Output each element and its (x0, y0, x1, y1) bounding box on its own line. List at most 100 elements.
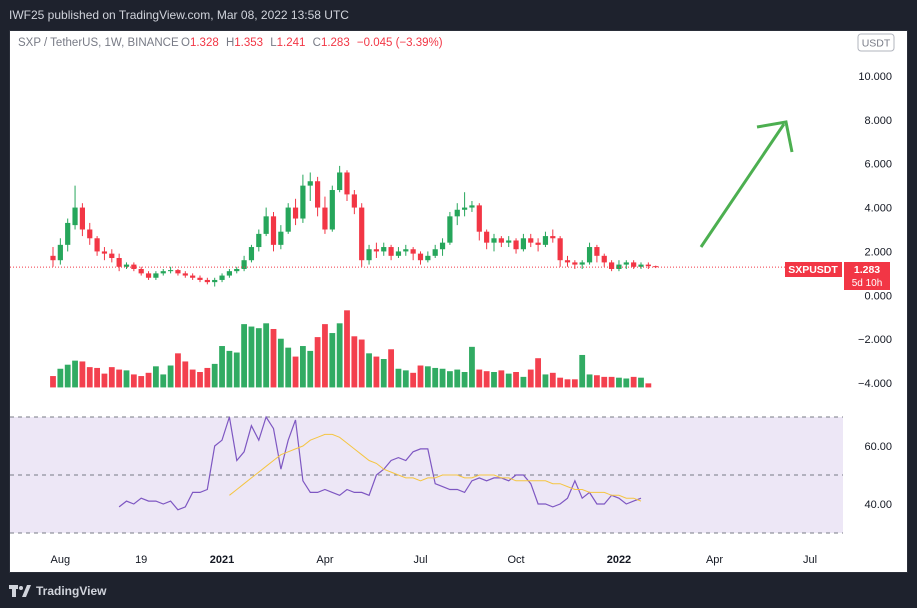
chart-panel[interactable]: 10.000 8.000 6.000 4.000 2.000 0.000 −2.000 −4.… (9, 30, 908, 573)
candle-body (278, 231, 284, 245)
candle-body (329, 190, 335, 230)
price-chart[interactable]: 10.000 8.000 6.000 4.000 2.000 0.000 −2.000 −4.… (10, 31, 907, 572)
footer[interactable]: TradingView (9, 581, 106, 601)
candle-body (263, 216, 269, 234)
candle-body (579, 262, 585, 265)
currency-badge[interactable]: USDT (857, 33, 895, 52)
candle-body (234, 268, 240, 272)
price-tag: SXPUSDT 1.283 5d 10h (785, 262, 890, 290)
time-tick-label: 2021 (210, 554, 234, 566)
candle-body (300, 185, 306, 219)
candle-body (594, 247, 600, 256)
volume-bar (388, 349, 394, 388)
volume-bar (130, 374, 137, 388)
volume-bar (57, 368, 64, 388)
volume-bar (395, 368, 402, 388)
volume-bar (535, 358, 541, 388)
candle-body (586, 247, 593, 263)
candle-body (388, 247, 394, 256)
price-tag-countdown: 5d 10h (852, 278, 883, 289)
candle-body (410, 249, 416, 254)
volume-bar (285, 347, 292, 388)
candle-body (248, 247, 255, 261)
volume-bar (189, 369, 196, 388)
price-tick-label: −4.000 (858, 378, 892, 390)
volume-bar (439, 368, 446, 388)
candle-body (542, 236, 549, 245)
candle-body (351, 194, 357, 208)
candle-body (337, 172, 343, 191)
candle-body (79, 207, 85, 230)
volume-bar (513, 372, 519, 388)
candle-body (72, 207, 78, 226)
candles (50, 165, 659, 287)
candle-body (87, 229, 93, 239)
candle-body (616, 264, 622, 269)
candle-body (315, 181, 321, 208)
price-tick-label: 6.000 (864, 159, 892, 171)
candle-body (145, 273, 152, 278)
candle-body (373, 249, 379, 252)
price-tick-label: −2.000 (858, 334, 892, 346)
candle-body (638, 264, 644, 267)
candle-body (292, 207, 299, 219)
volume-bar (138, 376, 145, 388)
candle-body (498, 238, 504, 243)
volume-bar (491, 372, 497, 388)
price-tag-value: 1.283 (854, 264, 880, 276)
candle-body (506, 240, 512, 243)
volume-bar (344, 310, 350, 388)
candle-body (601, 255, 607, 263)
time-tick-label: Jul (803, 554, 817, 566)
candle-body (153, 273, 159, 278)
volume-bar (160, 374, 167, 388)
candle-body (469, 205, 475, 208)
volume-bar (72, 360, 78, 388)
published-text: IWF25 published on TradingView.com, Mar … (9, 8, 349, 22)
time-tick-label: Aug (51, 554, 71, 566)
rsi-axis: 60.00 40.00 (864, 441, 892, 511)
volume-bar (505, 373, 512, 388)
volume-bar (454, 369, 461, 388)
price-axis: 10.000 8.000 6.000 4.000 2.000 0.000 −2.000 −4.… (858, 71, 892, 390)
candle-body (175, 270, 181, 274)
time-tick-label: Jul (413, 554, 427, 566)
candle-body (528, 238, 534, 243)
candle-body (366, 249, 372, 261)
volume-bar (226, 350, 233, 388)
price-tick-label: 2.000 (864, 246, 892, 258)
candle-body (94, 238, 100, 252)
volume-bar (219, 346, 225, 388)
volume-bar (527, 369, 534, 388)
candle-body (484, 231, 490, 243)
volume-bar (123, 370, 130, 388)
volume-bar (336, 323, 343, 388)
price-tag-symbol: SXPUSDT (788, 264, 838, 276)
tradingview-logo-icon (9, 585, 31, 597)
candle-body (307, 181, 313, 186)
volume-bar (549, 372, 556, 388)
volume-bar (483, 371, 490, 388)
volume-bar (579, 354, 586, 388)
candle-body (425, 255, 431, 261)
candle-body (204, 279, 210, 283)
candle-body (623, 262, 629, 265)
price-tag-symbol-bg (785, 262, 842, 277)
volume-bar (623, 378, 630, 388)
candle-body (344, 172, 350, 195)
volume-bar (557, 377, 564, 388)
candle-body (609, 262, 615, 269)
candle-body (381, 247, 387, 252)
volume-bar (241, 324, 247, 388)
volume-bar (373, 356, 380, 388)
candle-body (564, 260, 571, 263)
candle-body (50, 255, 56, 261)
candle-body (447, 216, 453, 243)
volume-bar (351, 336, 358, 388)
ohlc-values: O1.328 H1.353 L1.241 C1.283 −0.045 (−3.3… (181, 37, 443, 49)
arrow-head (756, 120, 794, 153)
volume-bar (358, 339, 365, 388)
candle-body (462, 207, 468, 210)
candle-body (322, 207, 328, 230)
candle-body (241, 260, 247, 269)
